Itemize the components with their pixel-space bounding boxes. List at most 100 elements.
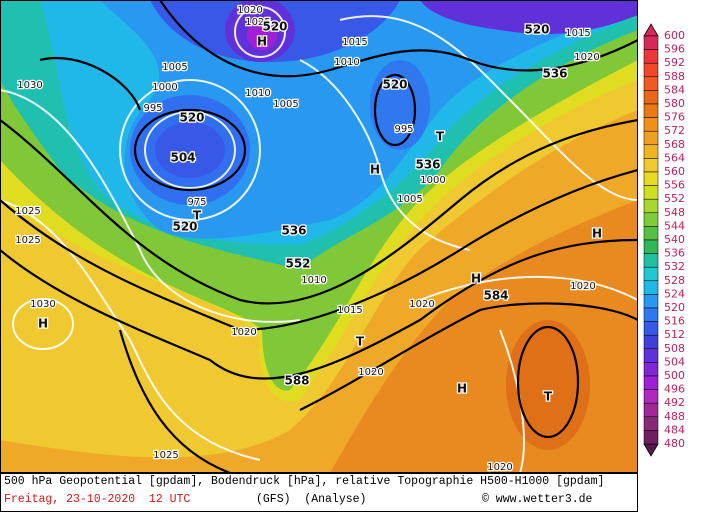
colorbar-cell: [643, 430, 659, 445]
map-label: 995: [143, 103, 162, 114]
map-label: T: [436, 130, 445, 144]
colorbar-label: 504: [664, 355, 685, 368]
map-label: 1020: [237, 5, 262, 16]
map-label: 536: [415, 158, 440, 172]
colorbar-cell: [643, 212, 659, 227]
map-label: 1020: [487, 462, 512, 473]
map-label: 504: [170, 151, 195, 165]
map-label: 1030: [17, 80, 42, 91]
colorbar-label: 544: [664, 219, 685, 232]
map-label: H: [257, 35, 267, 49]
map-label: 1005: [273, 99, 298, 110]
colorbar-label: 512: [664, 328, 685, 341]
colorbar-arrow: [643, 23, 659, 37]
colorbar-label: 568: [664, 138, 685, 151]
colorbar-label: 560: [664, 165, 685, 178]
map-label: 1020: [570, 281, 595, 292]
date: Freitag, 23-10-2020 12 UTC: [4, 493, 191, 506]
colorbar-label: 596: [664, 43, 685, 56]
colorbar-label: 528: [664, 274, 685, 287]
map-label: 1020: [231, 327, 256, 338]
map-label: 1030: [30, 299, 55, 310]
colorbar-label: 516: [664, 315, 685, 328]
colorbar-label: 480: [664, 437, 685, 450]
map-label: 1025: [153, 450, 178, 461]
colorbar-cell: [643, 226, 659, 241]
colorbar-cell: [643, 294, 659, 309]
colorbar-cell: [643, 375, 659, 390]
colorbar-cell: [643, 253, 659, 268]
colorbar-label: 600: [664, 29, 685, 42]
colorbar-label: 532: [664, 260, 685, 273]
map-label: 975: [187, 197, 206, 208]
map-label: H: [38, 317, 48, 331]
caption-box: [0, 473, 638, 512]
colorbar-label: 484: [664, 423, 685, 436]
colorbar-cell: [643, 35, 659, 50]
colorbar-label: 552: [664, 192, 685, 205]
colorbar-cell: [643, 389, 659, 404]
map-label: 1000: [152, 82, 177, 93]
colorbar-label: 492: [664, 396, 685, 409]
map-label: 1015: [565, 28, 590, 39]
colorbar-cell: [643, 266, 659, 282]
colorbar-cell: [643, 280, 659, 295]
map-label: H: [592, 227, 602, 241]
map-label: 1000: [420, 175, 445, 186]
map-label: 584: [483, 289, 508, 303]
colorbar-cell: [643, 90, 659, 105]
map-label: 1010: [301, 275, 326, 286]
colorbar-label: 548: [664, 206, 685, 219]
map-label: 536: [542, 67, 567, 81]
colorbar-cell: [643, 171, 659, 186]
colorbar-cell: [643, 103, 659, 118]
map-label: 520: [524, 23, 549, 37]
colorbar-label: 500: [664, 369, 685, 382]
map-label: 520: [179, 111, 204, 125]
colorbar-label: 580: [664, 97, 685, 110]
colorbar-label: 556: [664, 179, 685, 192]
colorbar-cell: [643, 362, 659, 377]
map-label: H: [457, 382, 467, 396]
map-label: 1005: [162, 62, 187, 73]
map-label: 995: [394, 124, 413, 135]
map-label: 536: [281, 224, 306, 238]
map-field: [0, 0, 638, 473]
map-label: 1015: [337, 305, 362, 316]
colorbar-label: 564: [664, 151, 685, 164]
map-label: 1025: [245, 17, 270, 28]
colorbar-label: 540: [664, 233, 685, 246]
map-label: 1015: [342, 37, 367, 48]
colorbar-label: 508: [664, 342, 685, 355]
map-label: 1010: [245, 88, 270, 99]
colorbar-cell: [643, 198, 659, 214]
map-label: 1020: [409, 299, 434, 310]
map-label: T: [544, 390, 553, 404]
colorbar-label: 488: [664, 410, 685, 423]
colorbar-label: 592: [664, 56, 685, 69]
model: (GFS) (Analyse): [256, 493, 367, 506]
colorbar-cell: [643, 402, 659, 418]
colorbar-cell: [643, 334, 659, 350]
colorbar-arrow: [643, 443, 659, 457]
map-label: H: [471, 272, 481, 286]
colorbar-cell: [643, 307, 659, 322]
colorbar-cell: [643, 239, 659, 254]
credit: © www.wetter3.de: [482, 493, 593, 506]
map-label: 552: [285, 257, 310, 271]
colorbar-label: 496: [664, 383, 685, 396]
map-label: 520: [172, 220, 197, 234]
colorbar-cell: [643, 416, 659, 431]
caption-line: 500 hPa Geopotential [gpdam], Bodendruck…: [4, 475, 605, 488]
colorbar-cell: [643, 62, 659, 78]
map-label: 1010: [334, 57, 359, 68]
colorbar-label: 588: [664, 70, 685, 83]
colorbar-cell: [643, 76, 659, 91]
colorbar-cell: [643, 185, 659, 200]
map-label: 1025: [15, 235, 40, 246]
colorbar-label: 520: [664, 301, 685, 314]
colorbar-label: 584: [664, 83, 685, 96]
map-label: 1005: [397, 194, 422, 205]
